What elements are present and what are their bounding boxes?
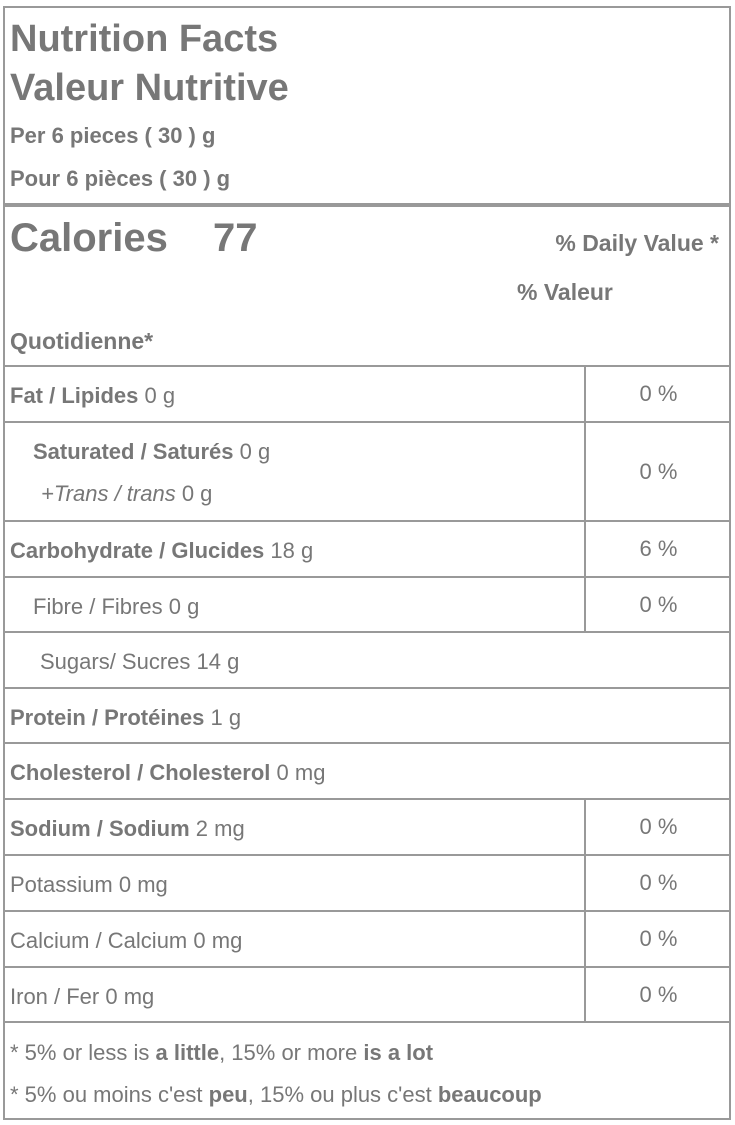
footnote-emphasis: a little <box>155 1040 220 1065</box>
dv-heading: % Valeur <box>517 279 613 305</box>
amount: 0 mg <box>118 872 168 897</box>
nutrition-label: Nutrition Facts Valeur Nutritive Per 6 p… <box>3 6 731 1120</box>
nutrient: Carbohydrate / Glucides <box>10 538 265 563</box>
amount: 0 g <box>181 481 213 506</box>
daily-value: 0 % <box>584 800 731 854</box>
nutrient-row: Protein / Protéines 1 g <box>5 687 729 742</box>
nutrient-row: Fibre / Fibres 0 g 0 % <box>5 576 729 631</box>
nutrient-row: Cholesterol / Cholesterol 0 mg <box>5 742 729 798</box>
nutrient: Sodium / Sodium <box>10 816 190 841</box>
nutrient: Calcium / Calcium <box>10 928 188 953</box>
daily-value: 0 % <box>584 968 731 1021</box>
daily-value: 0 % <box>584 578 731 631</box>
amount: 2 mg <box>195 816 245 841</box>
amount: 0 g <box>144 383 176 408</box>
amount: 0 mg <box>276 760 326 785</box>
sub-nutrient: +Trans / trans <box>41 481 176 506</box>
dv-heading: % Daily Value * <box>555 230 719 256</box>
serving-fr: Pour 6 pièces ( 30 ) g <box>10 166 231 191</box>
daily-value: 0 % <box>584 367 731 421</box>
title-fr: Valeur Nutritive <box>10 67 289 109</box>
nutrient-row: Fat / Lipides 0 g 0 % <box>5 365 729 421</box>
amount: 0 mg <box>193 928 243 953</box>
amount: 0 g <box>239 439 271 464</box>
footnote-text: * 5% or less is <box>10 1040 156 1065</box>
serving: Per 6 pieces ( 30 ) g <box>10 123 216 148</box>
nutrient-row: Iron / Fer 0 mg 0 % <box>5 966 729 1021</box>
nutrient: Potassium <box>10 872 113 897</box>
dv-heading: Quotidienne* <box>10 328 154 354</box>
nutrient-row: Carbohydrate / Glucides 18 g 6 % <box>5 520 729 576</box>
nutrient: Fibre / Fibres <box>33 594 163 619</box>
amount: 1 g <box>210 705 242 730</box>
nutrient: Protein / Protéines <box>10 705 205 730</box>
footnote-emphasis: is a lot <box>363 1040 434 1065</box>
amount: 14 g <box>196 649 240 674</box>
daily-value: 0 % <box>584 912 731 966</box>
nutrient: Saturated / Saturés <box>33 439 234 464</box>
nutrient: Iron / Fer <box>10 984 100 1009</box>
calories-value: 77 <box>213 216 258 260</box>
calories-label: Calories <box>10 216 168 260</box>
footnote-text: * 5% ou moins c'est <box>10 1082 209 1107</box>
nutrient: Sugars/ Sucres <box>40 649 191 674</box>
footnote: * 5% or less is a little, 15% or more is… <box>5 1021 729 1118</box>
footnote-text: , 15% ou plus c'est <box>247 1082 438 1107</box>
nutrient: Cholesterol / Cholesterol <box>10 760 271 785</box>
amount: 0 mg <box>105 984 155 1009</box>
nutrient: Fat / Lipides <box>10 383 139 408</box>
title: Nutrition Facts <box>10 18 279 60</box>
daily-value: 0 % <box>584 856 731 910</box>
footnote-emphasis: beaucoup <box>437 1082 542 1107</box>
nutrient-row: Sugars/ Sucres 14 g <box>5 631 729 687</box>
nutrient-row: Potassium 0 mg 0 % <box>5 854 729 910</box>
nutrient-row: Sodium / Sodium 2 mg 0 % <box>5 798 729 854</box>
thick-rule <box>5 203 729 207</box>
daily-value: 6 % <box>584 522 731 576</box>
footnote-text: , 15% or more <box>219 1040 364 1065</box>
amount: 18 g <box>270 538 314 563</box>
nutrient-row: Saturated / Saturés 0 g +Trans / trans 0… <box>5 421 729 520</box>
nutrient-row: Calcium / Calcium 0 mg 0 % <box>5 910 729 966</box>
footnote-emphasis: peu <box>208 1082 248 1107</box>
amount: 0 g <box>168 594 200 619</box>
daily-value: 0 % <box>584 423 731 520</box>
